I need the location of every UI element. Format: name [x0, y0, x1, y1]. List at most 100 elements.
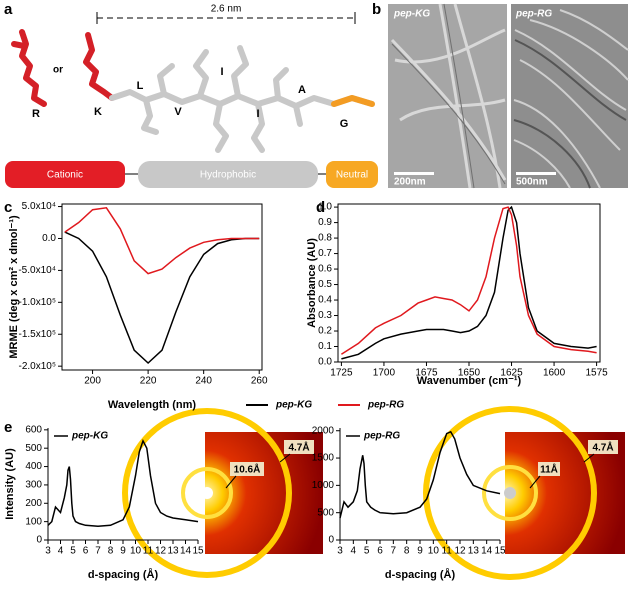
x-tick-label: 6	[377, 546, 383, 557]
label-box	[284, 440, 314, 454]
isoleucine	[193, 49, 209, 99]
residue-label: I	[256, 108, 259, 120]
alanine	[293, 103, 303, 127]
label-box	[588, 440, 618, 454]
x-tick-label: 14	[180, 546, 192, 557]
data-line	[64, 206, 260, 275]
legend-label: pep-KG	[275, 400, 312, 411]
x-tick-label: 11	[441, 546, 452, 557]
x-tick-label: 7	[391, 546, 397, 557]
ring-label: 4.7Å	[288, 441, 309, 454]
x-tick-label: 10	[130, 546, 142, 557]
x-tick-label: 8	[404, 546, 410, 557]
x-tick-label: 15	[192, 546, 204, 557]
leucine	[141, 97, 159, 135]
beam-center	[201, 487, 213, 499]
micrograph-label: pep-RG	[515, 9, 552, 20]
legend-label: pep-KG	[71, 431, 108, 442]
segment-label: Cationic	[47, 170, 83, 181]
y-tick-label: 600	[25, 424, 42, 435]
micrograph-image	[388, 4, 507, 188]
y-tick-label: 5.0x10⁴	[22, 201, 56, 212]
micrograph: pep-KG 200nm	[388, 3, 507, 189]
arrow	[583, 453, 595, 463]
micrograph-label: pep-KG	[393, 9, 430, 20]
fiber	[513, 39, 627, 189]
segment-label: Hydrophobic	[200, 170, 256, 181]
y-axis-label: MRME (deg x cm² x dmol⁻¹)	[8, 215, 20, 359]
arginine	[19, 29, 47, 107]
plot-frame	[337, 203, 601, 363]
panel-label: a	[4, 1, 13, 18]
x-tick-label: 12	[155, 546, 167, 557]
beam-center	[504, 487, 516, 499]
y-tick-label: 0.8	[318, 233, 332, 244]
x-tick-label: 13	[167, 546, 179, 557]
plot-frame	[61, 203, 263, 371]
data-line	[339, 430, 501, 519]
x-tick-label: 1625	[500, 368, 523, 379]
scale-label: 200nm	[394, 177, 426, 188]
legend-label: pep-RG	[367, 400, 404, 411]
data-line	[340, 206, 597, 355]
x-tick-label: 3	[45, 546, 51, 557]
x-tick-label: 240	[195, 376, 212, 387]
segment	[138, 161, 318, 188]
panel-label: b	[372, 1, 381, 18]
x-axis-label: Wavenumber (cm⁻¹)	[417, 375, 522, 387]
x-tick-label: 14	[481, 546, 493, 557]
y-tick-label: -1.5x10⁵	[19, 329, 57, 340]
y-tick-label: 300	[25, 480, 42, 491]
legend-label: pep-RG	[363, 431, 400, 442]
y-tick-label: -1.0x10⁵	[19, 297, 57, 308]
y-tick-label: 200	[25, 498, 42, 509]
residue-label: V	[174, 106, 182, 118]
x-axis-label: d-spacing (Å)	[385, 568, 456, 581]
valine	[157, 63, 175, 97]
x-tick-label: 10	[428, 546, 440, 557]
x-tick-label: 5	[70, 546, 76, 557]
x-tick-label: 1700	[373, 368, 396, 379]
data-line	[47, 438, 199, 527]
x-tick-label: 4	[58, 546, 64, 557]
panel-label: c	[4, 199, 12, 216]
isoleucine	[231, 45, 249, 99]
y-tick-label: 500	[317, 507, 334, 518]
fiber	[390, 3, 507, 189]
data-line	[341, 205, 597, 360]
isoleucine	[251, 101, 265, 153]
y-tick-label: 0	[36, 535, 42, 546]
arrow	[225, 475, 237, 489]
arginine	[11, 41, 27, 49]
x-tick-label: 12	[454, 546, 466, 557]
fiber	[391, 3, 506, 189]
x-tick-label: 5	[364, 546, 370, 557]
x-tick-label: 3	[337, 546, 343, 557]
y-tick-label: 100	[25, 516, 42, 527]
y-tick-label: 0.0	[42, 233, 56, 244]
x-axis-label: Wavelength (nm)	[108, 399, 197, 411]
ring-label: 11Å	[540, 463, 558, 476]
ring-label: 10.6Å	[234, 463, 261, 476]
scale-label: 500nm	[516, 177, 548, 188]
isoleucine	[213, 101, 229, 153]
or-label: or	[53, 65, 63, 76]
alanine-side	[273, 67, 289, 101]
panel-label: e	[4, 419, 12, 436]
segment	[326, 161, 378, 188]
micrograph: pep-RG 500nm	[511, 4, 629, 189]
arrow	[529, 475, 541, 489]
x-tick-label: 11	[143, 546, 154, 557]
segment-label: Neutral	[336, 170, 368, 181]
x-tick-label: 9	[120, 546, 126, 557]
x-tick-label: 200	[84, 376, 101, 387]
panel-label: d	[316, 199, 325, 216]
y-axis-label: Intensity (AU)	[4, 448, 16, 520]
x-tick-label: 1575	[585, 368, 608, 379]
x-tick-label: 1650	[458, 368, 481, 379]
y-tick-label: 0.2	[318, 326, 332, 337]
molecule-diagram: 2.6 nm or R K L V I I A G Cationic Hydro…	[5, 4, 378, 188]
x-tick-label: 6	[83, 546, 89, 557]
y-tick-label: 0.1	[318, 341, 332, 352]
label-box	[230, 462, 264, 476]
